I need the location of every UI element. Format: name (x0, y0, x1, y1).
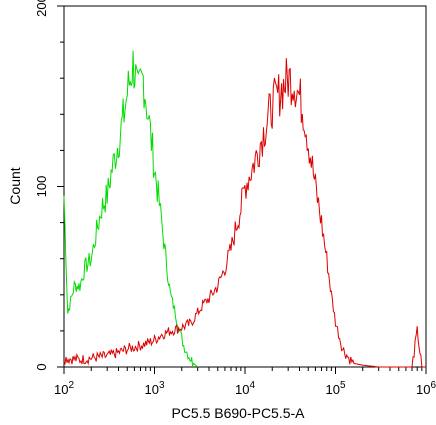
histogram-series-1 (63, 50, 199, 368)
series-group (63, 50, 426, 368)
y-axis-title: Count (7, 167, 23, 204)
x-tick-label: 105 (325, 380, 345, 397)
x-tick-exponent: 3 (159, 380, 165, 391)
x-axis-title: PC5.5 B690-PC5.5-A (171, 405, 305, 421)
histogram-series-2 (63, 58, 426, 368)
axis-ticks: 0 100 200 102 103 104 105 106 (34, 0, 436, 397)
x-tick-exponent: 2 (68, 380, 74, 391)
x-tick-exponent: 5 (340, 380, 346, 391)
y-tick-label: 200 (34, 0, 49, 17)
y-tick-label: 100 (34, 176, 49, 198)
x-tick-label: 104 (235, 380, 255, 397)
x-tick-label: 102 (54, 380, 74, 397)
x-tick-exponent: 4 (249, 380, 255, 391)
y-tick-label: 0 (34, 363, 49, 370)
x-tick-exponent: 6 (430, 380, 436, 391)
x-tick-label: 106 (416, 380, 436, 397)
x-tick-label: 103 (144, 380, 164, 397)
